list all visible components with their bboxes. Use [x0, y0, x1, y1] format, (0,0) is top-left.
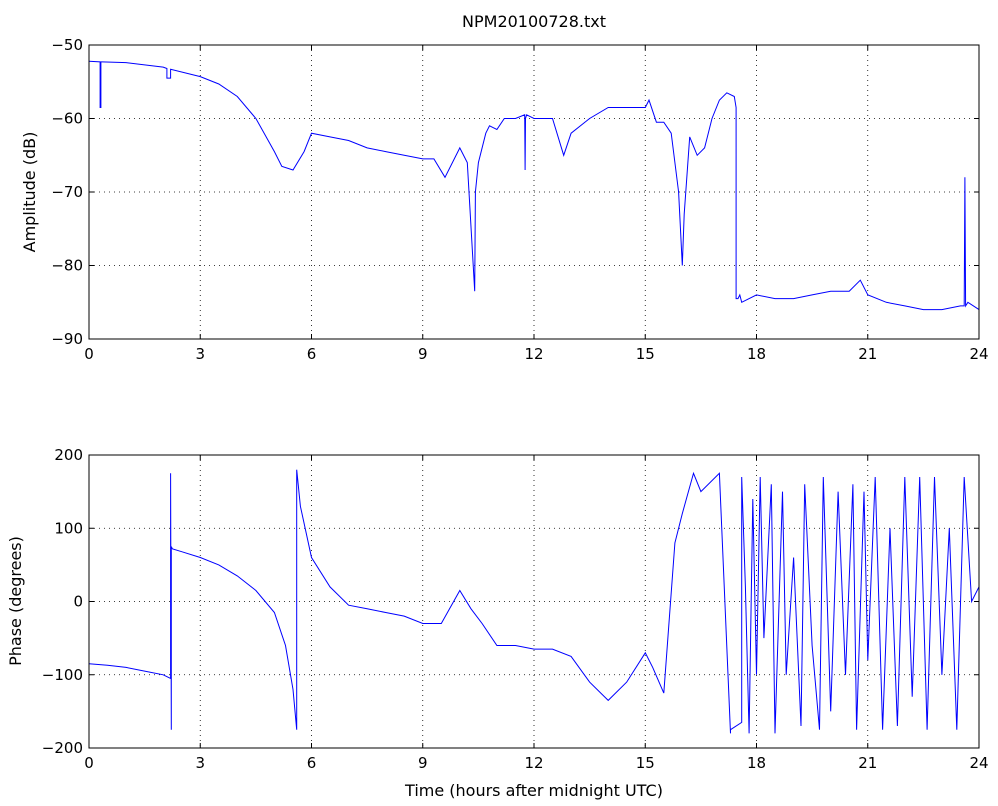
ph-x-tick-label: 9 [418, 754, 428, 772]
amp-y-axis-title: Amplitude (dB) [20, 132, 39, 253]
phase-series-line [88, 469, 980, 734]
amp-x-tick-label: 18 [747, 345, 766, 363]
amplitude-series-line [88, 60, 980, 311]
chart-title: NPM20100728.txt [462, 12, 606, 31]
ph-x-tick-label: 24 [969, 754, 988, 772]
ph-y-tick-label: −100 [42, 666, 83, 684]
ph-x-tick-label: 0 [84, 754, 94, 772]
amp-y-tick-label: −80 [51, 257, 83, 275]
amp-y-tick-label: −70 [51, 183, 83, 201]
ph-x-tick-label: 21 [858, 754, 877, 772]
amplitude-plot-frame [88, 44, 980, 340]
ph-y-tick-label: 100 [54, 519, 83, 537]
phase-y-axis-title: Phase (degrees) [6, 536, 25, 666]
amp-x-tick-label: 0 [84, 345, 94, 363]
ph-y-tick-label: −200 [42, 739, 83, 757]
amp-x-tick-label: 21 [858, 345, 877, 363]
amp-y-tick-label: −60 [51, 110, 83, 128]
ph-y-tick-label: 0 [73, 593, 83, 611]
amp-y-tick-label: −90 [51, 330, 83, 348]
ph-y-tick-label: 200 [54, 446, 83, 464]
amp-x-tick-label: 3 [195, 345, 205, 363]
ph-x-tick-label: 18 [747, 754, 766, 772]
ph-x-tick-label: 12 [524, 754, 543, 772]
amplitude-grid [89, 45, 979, 339]
amp-x-tick-label: 24 [969, 345, 988, 363]
amp-y-tick-label: −50 [51, 36, 83, 54]
amplitude-chart: NPM20100728.txt 0 3 6 9 12 15 18 21 24 −… [20, 12, 989, 363]
ph-x-tick-label: 3 [195, 754, 205, 772]
ph-x-tick-label: 15 [636, 754, 655, 772]
phase-plot-frame [88, 454, 980, 749]
amp-x-tick-label: 15 [636, 345, 655, 363]
x-axis-title: Time (hours after midnight UTC) [404, 781, 663, 800]
phase-grid [89, 455, 979, 748]
amp-x-tick-label: 12 [524, 345, 543, 363]
amp-x-tick-label: 6 [307, 345, 317, 363]
ph-x-tick-label: 6 [307, 754, 317, 772]
amp-x-tick-label: 9 [418, 345, 428, 363]
phase-chart: 0 3 6 9 12 15 18 21 24 200 100 0 −100 −2… [6, 446, 989, 800]
